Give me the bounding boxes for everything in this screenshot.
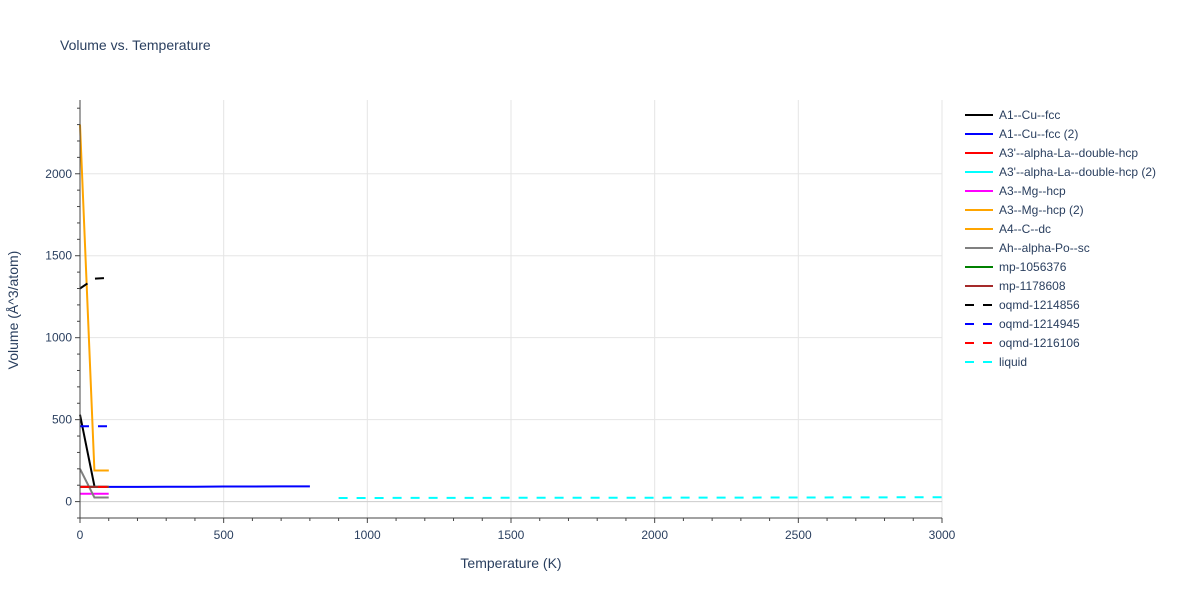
legend-label: A1--Cu--fcc bbox=[999, 108, 1060, 122]
legend-label: Ah--alpha-Po--sc bbox=[999, 241, 1090, 255]
x-tick-label: 2500 bbox=[785, 528, 812, 542]
legend-label: oqmd-1214945 bbox=[999, 317, 1080, 331]
legend-item[interactable]: A4--C--dc bbox=[965, 222, 1051, 236]
series-line-oqmd-1214856[interactable] bbox=[79, 276, 109, 290]
y-tick-label: 1000 bbox=[45, 331, 72, 345]
x-tick-label: 2000 bbox=[641, 528, 668, 542]
x-tick-label: 1000 bbox=[354, 528, 381, 542]
legend-item[interactable]: A3'--alpha-La--double-hcp (2) bbox=[965, 165, 1156, 179]
legend-label: A4--C--dc bbox=[999, 222, 1051, 236]
legend-label: A3'--alpha-La--double-hcp bbox=[999, 146, 1138, 160]
legend-item[interactable]: A1--Cu--fcc bbox=[965, 108, 1060, 122]
legend-item[interactable]: A1--Cu--fcc (2) bbox=[965, 127, 1078, 141]
legend-item[interactable]: oqmd-1214945 bbox=[965, 317, 1080, 331]
x-tick-label: 500 bbox=[214, 528, 234, 542]
y-tick-label: 2000 bbox=[45, 167, 72, 181]
tick-labels: 0 500 1000 1500 2000 2500 3000 0 500 1000 1500 2000 bbox=[45, 167, 955, 542]
legend-label: oqmd-1216106 bbox=[999, 336, 1080, 350]
grid bbox=[80, 100, 943, 518]
legend-label: mp-1178608 bbox=[999, 279, 1066, 293]
axes bbox=[75, 100, 943, 523]
legend-label: A3--Mg--hcp bbox=[999, 184, 1066, 198]
legend-item[interactable]: A3--Mg--hcp bbox=[965, 184, 1066, 198]
y-tick-label: 1500 bbox=[45, 249, 72, 263]
legend-item[interactable]: oqmd-1216106 bbox=[965, 336, 1080, 350]
y-axis-title: Volume (Å^3/atom) bbox=[5, 251, 21, 370]
legend-label: A1--Cu--fcc (2) bbox=[999, 127, 1078, 141]
x-axis-title: Temperature (K) bbox=[460, 555, 561, 571]
legend-item[interactable]: liquid bbox=[965, 355, 1027, 369]
series-line-liquid[interactable] bbox=[338, 496, 943, 499]
legend-item[interactable]: A3--Mg--hcp (2) bbox=[965, 203, 1084, 217]
legend-item[interactable]: mp-1178608 bbox=[965, 279, 1066, 293]
series-line-a1-cu-fcc-2-[interactable] bbox=[80, 485, 310, 488]
legend-item[interactable]: Ah--alpha-Po--sc bbox=[965, 241, 1090, 255]
x-tick-label: 3000 bbox=[929, 528, 956, 542]
legend-item[interactable]: mp-1056376 bbox=[965, 260, 1067, 274]
chart-title: Volume vs. Temperature bbox=[60, 37, 211, 53]
legend-item[interactable]: A3'--alpha-La--double-hcp bbox=[965, 146, 1138, 160]
series-layer bbox=[79, 124, 943, 499]
series-line-ah-alpha-po-sc[interactable] bbox=[79, 468, 109, 499]
x-tick-label: 1500 bbox=[498, 528, 525, 542]
legend-item[interactable]: oqmd-1214856 bbox=[965, 298, 1080, 312]
legend-label: mp-1056376 bbox=[999, 260, 1067, 274]
series-line-a4-c-dc[interactable] bbox=[79, 124, 109, 472]
legend-label: oqmd-1214856 bbox=[999, 298, 1080, 312]
x-tick-label: 0 bbox=[77, 528, 84, 542]
y-tick-label: 0 bbox=[65, 495, 72, 509]
y-tick-label: 500 bbox=[52, 413, 72, 427]
legend-label: liquid bbox=[999, 355, 1027, 369]
legend-label: A3--Mg--hcp (2) bbox=[999, 203, 1084, 217]
legend-label: A3'--alpha-La--double-hcp (2) bbox=[999, 165, 1156, 179]
legend[interactable]: A1--Cu--fcc A1--Cu--fcc (2) A3'--alpha-La-… bbox=[965, 108, 1156, 369]
